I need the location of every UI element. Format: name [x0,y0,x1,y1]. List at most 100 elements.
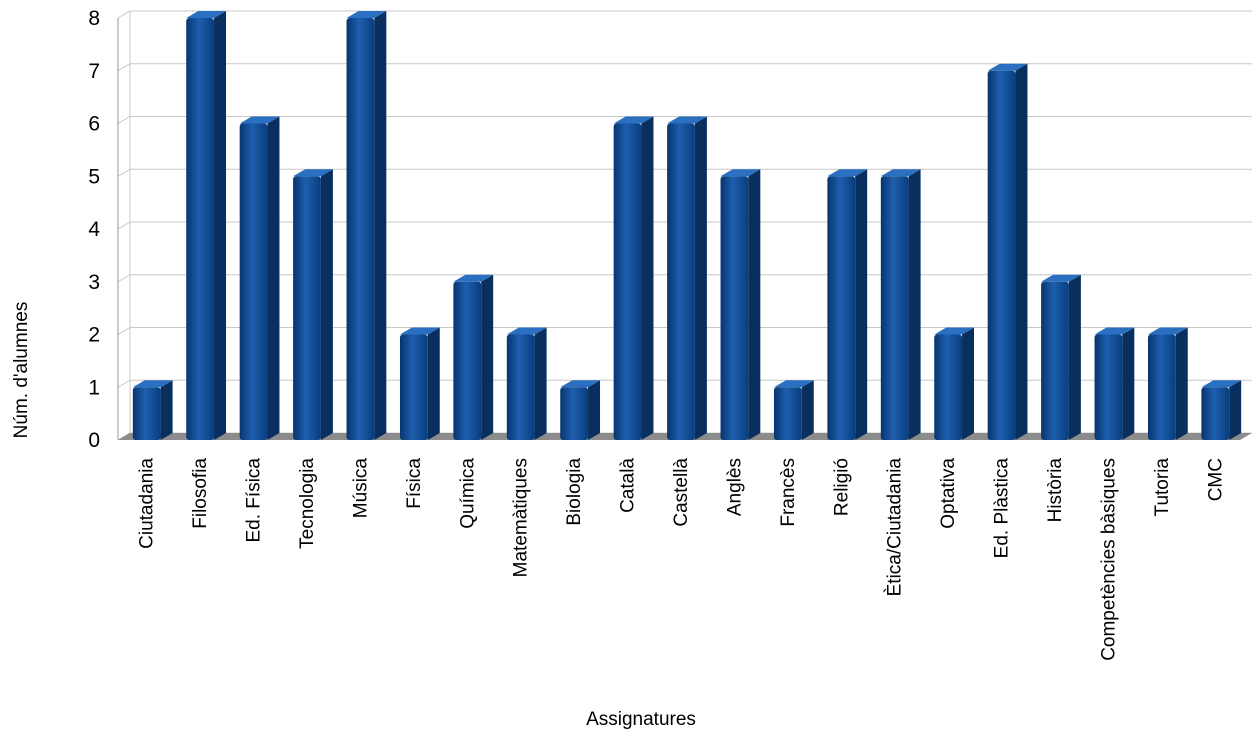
bar-top-14 [880,169,921,177]
bar-4 [346,11,387,440]
bar-top-17 [1041,274,1081,282]
y-tick-label-5: 5 [88,165,100,188]
bar-7 [506,327,547,440]
y-tick-label-4: 4 [88,218,100,241]
x-tick-label-16: Ed. Plàstica [992,458,1013,559]
bar-side-14 [908,169,921,440]
bar-top-11 [720,169,761,177]
bar-2 [239,116,280,440]
bar-side-17 [1068,274,1081,440]
x-axis-title: Assignatures [586,709,696,730]
bar-front-6 [453,281,482,440]
bar-top-16 [987,63,1028,71]
y-axis-ticks: 0 1 2 3 4 5 6 7 8 [88,7,100,452]
x-tick-label-15: Optativa [938,458,959,529]
bar-side-3 [320,169,333,440]
bar-side-6 [481,274,494,440]
x-tick-label-20: CMC [1205,458,1226,501]
bar-18 [1094,327,1135,440]
bar-front-18 [1094,334,1123,440]
bar-3 [293,169,333,440]
bar-side-0 [160,380,173,440]
bar-front-13 [827,176,856,440]
bar-top-8 [560,380,601,388]
y-tick-label-7: 7 [88,60,100,83]
bar-20 [1201,380,1242,440]
bar-front-3 [293,176,321,440]
x-tick-label-2: Ed. Física [244,458,265,543]
bar-side-20 [1229,380,1242,440]
y-tick-label-3: 3 [88,271,100,294]
y-tick-label-1: 1 [88,376,100,399]
bar-side-18 [1122,327,1135,440]
bar-5 [399,327,440,440]
bar-top-5 [399,327,440,335]
x-tick-label-12: Francès [778,458,799,527]
gridline-depth-3 [117,274,131,283]
x-tick-label-4: Música [350,458,371,519]
bar-14 [880,169,921,440]
bar-top-3 [293,169,333,177]
gridline-depth-1 [117,379,131,388]
x-tick-label-6: Química [457,458,478,529]
bar-1 [186,11,227,440]
bar-side-9 [641,116,654,440]
bar-front-17 [1041,281,1069,440]
x-tick-label-9: Català [618,458,639,513]
bar-front-11 [720,176,749,440]
x-tick-label-11: Anglès [724,458,745,516]
bar-top-0 [132,380,173,388]
bar-front-0 [132,387,161,440]
bar-top-1 [186,11,227,18]
bar-front-16 [987,70,1016,440]
bar-front-1 [186,18,215,440]
bar-front-8 [560,387,589,440]
bar-front-5 [399,334,428,440]
bar-front-7 [506,334,535,440]
bar-front-12 [773,387,802,440]
y-tick-label-8: 8 [88,7,100,30]
x-tick-label-18: Competències bàsiques [1098,458,1119,661]
bar-front-19 [1147,334,1176,440]
x-tick-label-5: Física [404,458,425,509]
gridline-depth-4 [117,221,131,230]
y-tick-label-0: 0 [88,429,100,452]
bar-front-15 [934,334,963,440]
bar-side-8 [588,380,601,440]
bar-top-6 [453,274,494,282]
bar-top-20 [1201,380,1242,388]
bar-front-14 [880,176,909,440]
bar-side-2 [267,116,280,440]
gridline-depth-6 [117,116,131,124]
bar-top-10 [667,116,707,124]
x-tick-label-7: Matemàtiques [511,458,532,577]
bar-top-18 [1094,327,1135,335]
bar-side-13 [855,169,868,440]
gridline-depth-7 [117,63,131,72]
bar-19 [1147,327,1188,440]
bar-top-12 [773,380,814,388]
bar-top-9 [613,116,654,124]
x-tick-label-13: Religió [831,458,852,516]
bar-17 [1041,274,1081,440]
x-tick-label-0: Ciutadania [137,458,158,549]
bar-side-16 [1015,63,1028,440]
bar-front-9 [613,123,642,440]
bar-0 [132,380,173,440]
bar-11 [720,169,761,440]
bar-side-19 [1175,327,1188,440]
y-tick-label-2: 2 [88,324,100,347]
x-tick-label-1: Filosofia [190,458,211,529]
y-tick-label-6: 6 [88,113,100,136]
bar-9 [613,116,654,440]
bar-side-1 [214,11,227,440]
x-tick-label-3: Tecnologia [297,458,318,549]
bar-side-5 [427,327,440,440]
x-tick-label-8: Biologia [564,458,585,526]
bar-front-2 [239,123,268,440]
bar-top-7 [506,327,547,335]
bar-16 [987,63,1028,440]
bar-top-15 [934,327,975,335]
gridline-depth-5 [117,168,131,177]
